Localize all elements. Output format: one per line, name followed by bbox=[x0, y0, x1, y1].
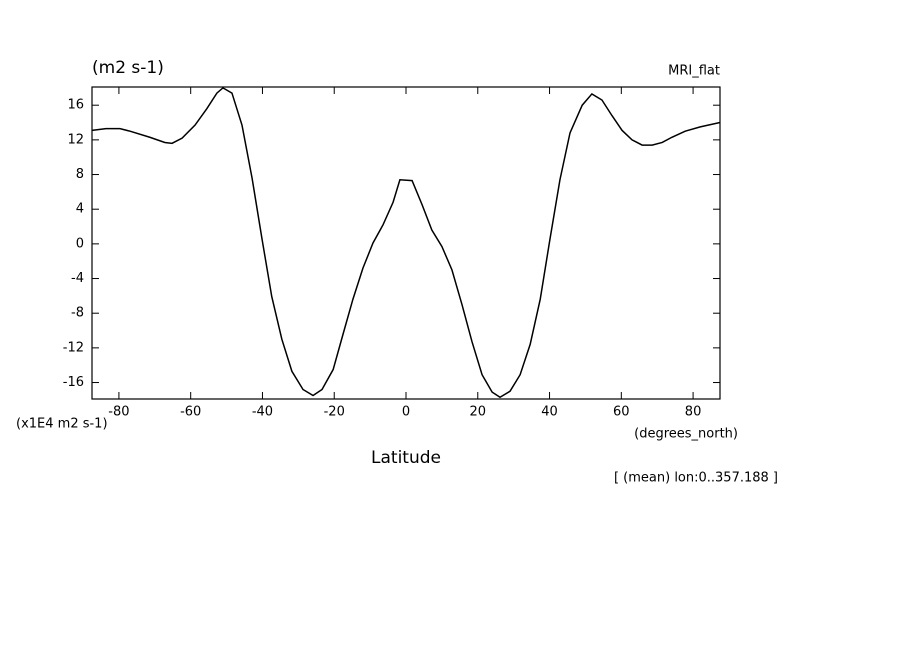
y-tick-label: 8 bbox=[76, 167, 84, 182]
x-tick-label: 60 bbox=[613, 405, 630, 420]
x-tick-label: 0 bbox=[402, 405, 410, 420]
y-tick-label: -16 bbox=[63, 375, 84, 390]
data-line bbox=[91, 86, 721, 399]
x-tick-label: -20 bbox=[324, 405, 345, 420]
x-tick-label: 40 bbox=[541, 405, 558, 420]
unit-label: (m2 s-1) bbox=[92, 58, 164, 78]
x-tick-label: 80 bbox=[685, 405, 702, 420]
y-tick-label: 4 bbox=[76, 202, 84, 217]
y-tick-label: -4 bbox=[71, 271, 84, 286]
chart-title: MRI_flat bbox=[668, 64, 720, 79]
y-tick-label: -12 bbox=[63, 340, 84, 355]
y-tick-label: 0 bbox=[76, 236, 84, 251]
x-tick-label: 20 bbox=[469, 405, 486, 420]
footnote: [ (mean) lon:0..357.188 ] bbox=[614, 471, 778, 486]
x-tick-label: -60 bbox=[180, 405, 201, 420]
x-unit-label: (degrees_north) bbox=[634, 427, 738, 442]
y-tick-label: 12 bbox=[67, 132, 84, 147]
x-tick-label: -80 bbox=[108, 405, 129, 420]
y-tick-label: 16 bbox=[67, 98, 84, 113]
y-tick-label: -8 bbox=[71, 306, 84, 321]
scale-label: (x1E4 m2 s-1) bbox=[16, 417, 108, 432]
x-axis-title: Latitude bbox=[371, 448, 441, 468]
x-tick-label: -40 bbox=[252, 405, 273, 420]
